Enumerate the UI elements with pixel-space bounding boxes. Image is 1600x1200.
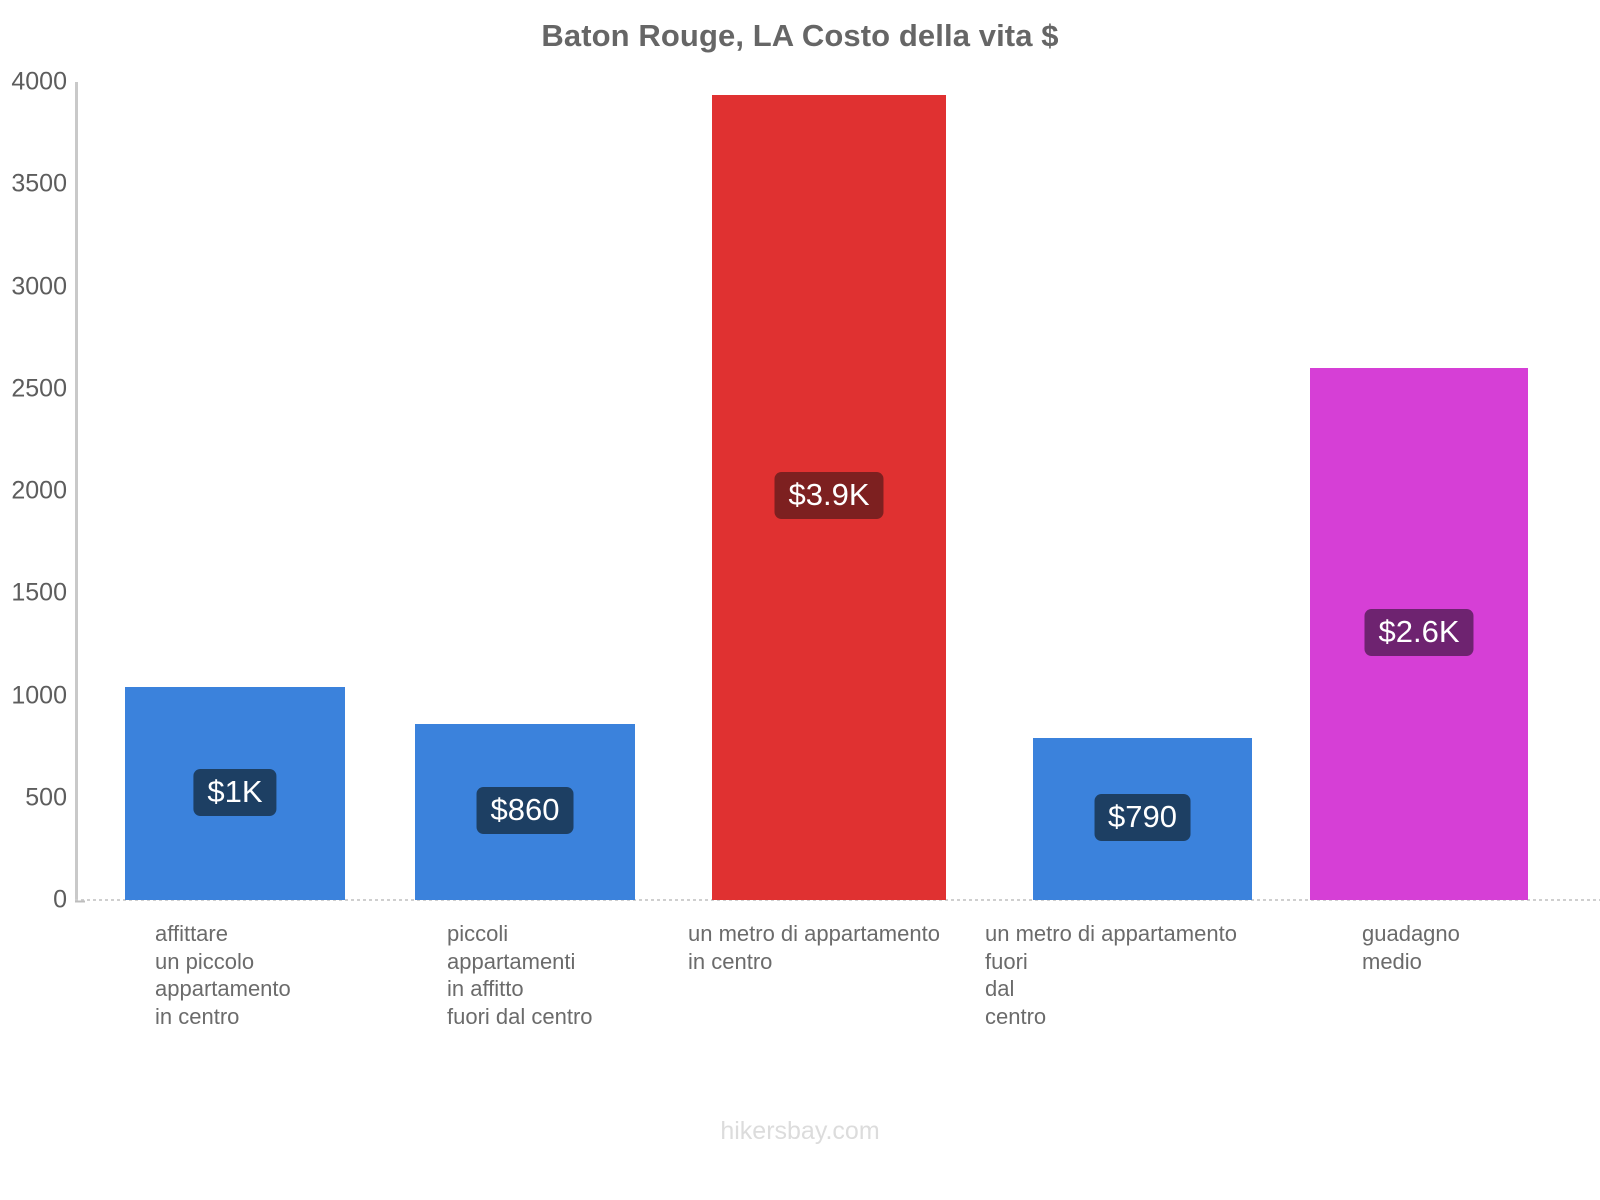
x-axis-category-label: affittare un piccolo appartamento in cen… (155, 921, 291, 1029)
bar[interactable]: $790 (1033, 738, 1252, 900)
x-axis-category-label: guadagno medio (1362, 921, 1460, 974)
x-axis-line (75, 899, 1600, 901)
chart-title: Baton Rouge, LA Costo della vita $ (541, 18, 1059, 53)
bar-value-label: $860 (476, 787, 574, 835)
y-axis-line (75, 82, 78, 900)
y-axis-tick-label: 1000 (11, 681, 67, 709)
y-axis-tick: 1500 (0, 579, 67, 608)
y-axis-tick: 2500 (0, 374, 67, 403)
bar[interactable]: $1K (125, 687, 345, 900)
y-axis-tick-label: 2000 (11, 476, 67, 505)
x-axis-category-label: un metro di appartamento fuori dal centr… (985, 921, 1237, 1029)
y-axis-tick: 3500 (0, 170, 67, 199)
bar[interactable]: $3.9K (712, 94, 946, 900)
bar-value-label: $790 (1094, 794, 1191, 842)
y-axis-tick-label: 4000 (11, 67, 67, 96)
bar[interactable]: $860 (415, 724, 635, 900)
y-axis-tick: 500 (0, 783, 67, 812)
y-axis-tick-label: 1500 (11, 578, 67, 607)
x-axis-category-label: un metro di appartamento in centro (688, 921, 940, 974)
x-axis-category-label: piccoli appartamenti in affitto fuori da… (447, 921, 593, 1029)
y-axis-tick-label: 0 (53, 885, 67, 914)
y-axis-tickmark (75, 900, 85, 902)
y-axis-tick-label: 2500 (11, 374, 67, 403)
y-axis-tick-label: 500 (25, 783, 67, 812)
y-axis-tick: 4000 (0, 68, 67, 97)
y-axis-tick: 2000 (0, 477, 67, 506)
bar-value-label: $3.9K (774, 472, 884, 520)
y-axis-tick: 0 (0, 885, 85, 915)
y-axis-tick: 3000 (0, 272, 67, 301)
bar[interactable]: $2.6K (1310, 368, 1528, 900)
y-axis-tick-label: 3500 (11, 169, 67, 198)
bar-value-label: $1K (193, 768, 277, 816)
footer-source: hikersbay.com (720, 1117, 880, 1145)
bar-value-label: $2.6K (1364, 609, 1474, 657)
y-axis-tick: 1000 (0, 681, 67, 710)
y-axis-tick-label: 3000 (11, 272, 67, 300)
